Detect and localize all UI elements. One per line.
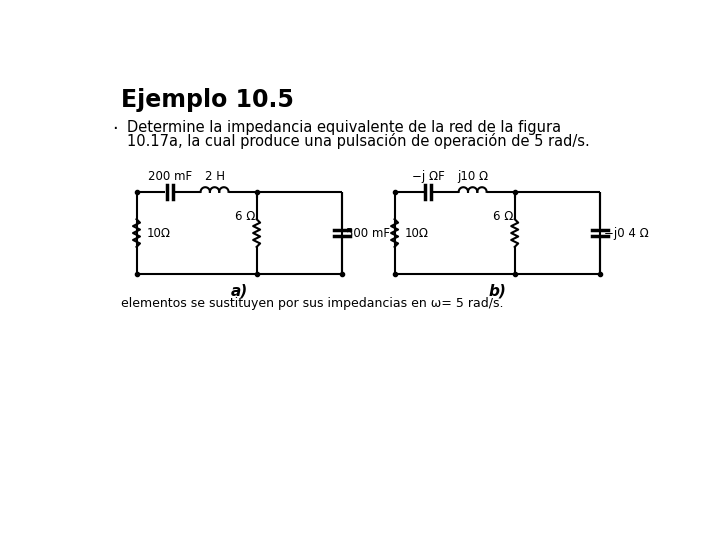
Text: j10 Ω: j10 Ω: [457, 171, 488, 184]
Text: 200 mF: 200 mF: [148, 171, 192, 184]
Text: 10.17a, la cual produce una pulsación de operación de 5 rad/s.: 10.17a, la cual produce una pulsación de…: [127, 132, 590, 149]
Text: Determine la impedancia equivalente de la red de la figura: Determine la impedancia equivalente de l…: [127, 120, 562, 135]
Text: 2 H: 2 H: [204, 171, 225, 184]
Text: 10Ω: 10Ω: [147, 227, 171, 240]
Text: ·: ·: [112, 120, 117, 138]
Text: 10Ω: 10Ω: [405, 227, 428, 240]
Text: 6 Ω: 6 Ω: [235, 210, 255, 222]
Text: elementos se sustituyen por sus impedancias en ω= 5 rad/s.: elementos se sustituyen por sus impedanc…: [121, 298, 503, 310]
Text: −j0 4 Ω: −j0 4 Ω: [604, 227, 649, 240]
Text: a): a): [230, 284, 248, 299]
Text: Ejemplo 10.5: Ejemplo 10.5: [121, 88, 294, 112]
Text: −j ΩF: −j ΩF: [412, 171, 444, 184]
Text: b): b): [488, 284, 506, 299]
Text: 500 mF: 500 mF: [346, 227, 390, 240]
Text: 6 Ω: 6 Ω: [492, 210, 513, 222]
